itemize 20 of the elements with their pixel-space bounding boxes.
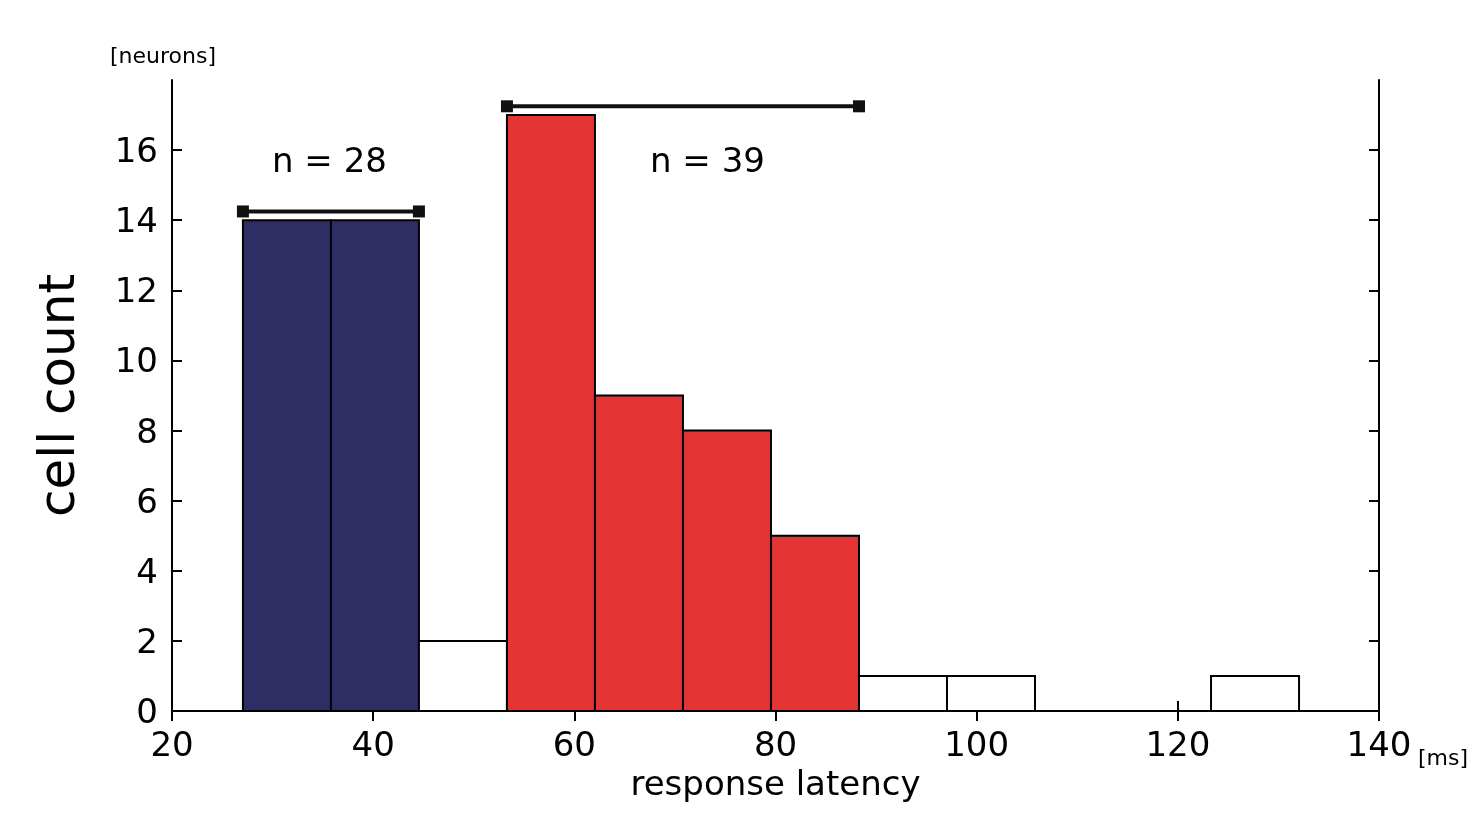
y-tick-label: 14 — [114, 200, 158, 241]
y-tick-label: 16 — [114, 130, 158, 171]
annotation: n = 39 — [650, 140, 765, 180]
x-tick-label: 100 — [944, 724, 1010, 764]
x-tick-label: 40 — [351, 724, 395, 764]
y-tick-label: 10 — [114, 340, 158, 381]
y-tick-label: 8 — [136, 410, 158, 451]
y-tick-label: 4 — [136, 550, 158, 591]
y-axis-title: cell count — [28, 274, 86, 517]
x-tick-label: 60 — [552, 724, 596, 764]
x-tick-label: 140 — [1346, 724, 1412, 764]
y-tick-label: 2 — [136, 620, 158, 661]
x-tick-label: 80 — [753, 724, 798, 764]
y-tick-label: 6 — [136, 480, 158, 521]
x-axis-title: response latency — [630, 762, 921, 803]
x-tick-label: 120 — [1145, 724, 1211, 764]
annotation: n = 28 — [272, 140, 387, 180]
y-tick-label: 12 — [114, 270, 158, 311]
text: [ms] — [1418, 744, 1469, 770]
text: [neurons] — [110, 42, 217, 68]
